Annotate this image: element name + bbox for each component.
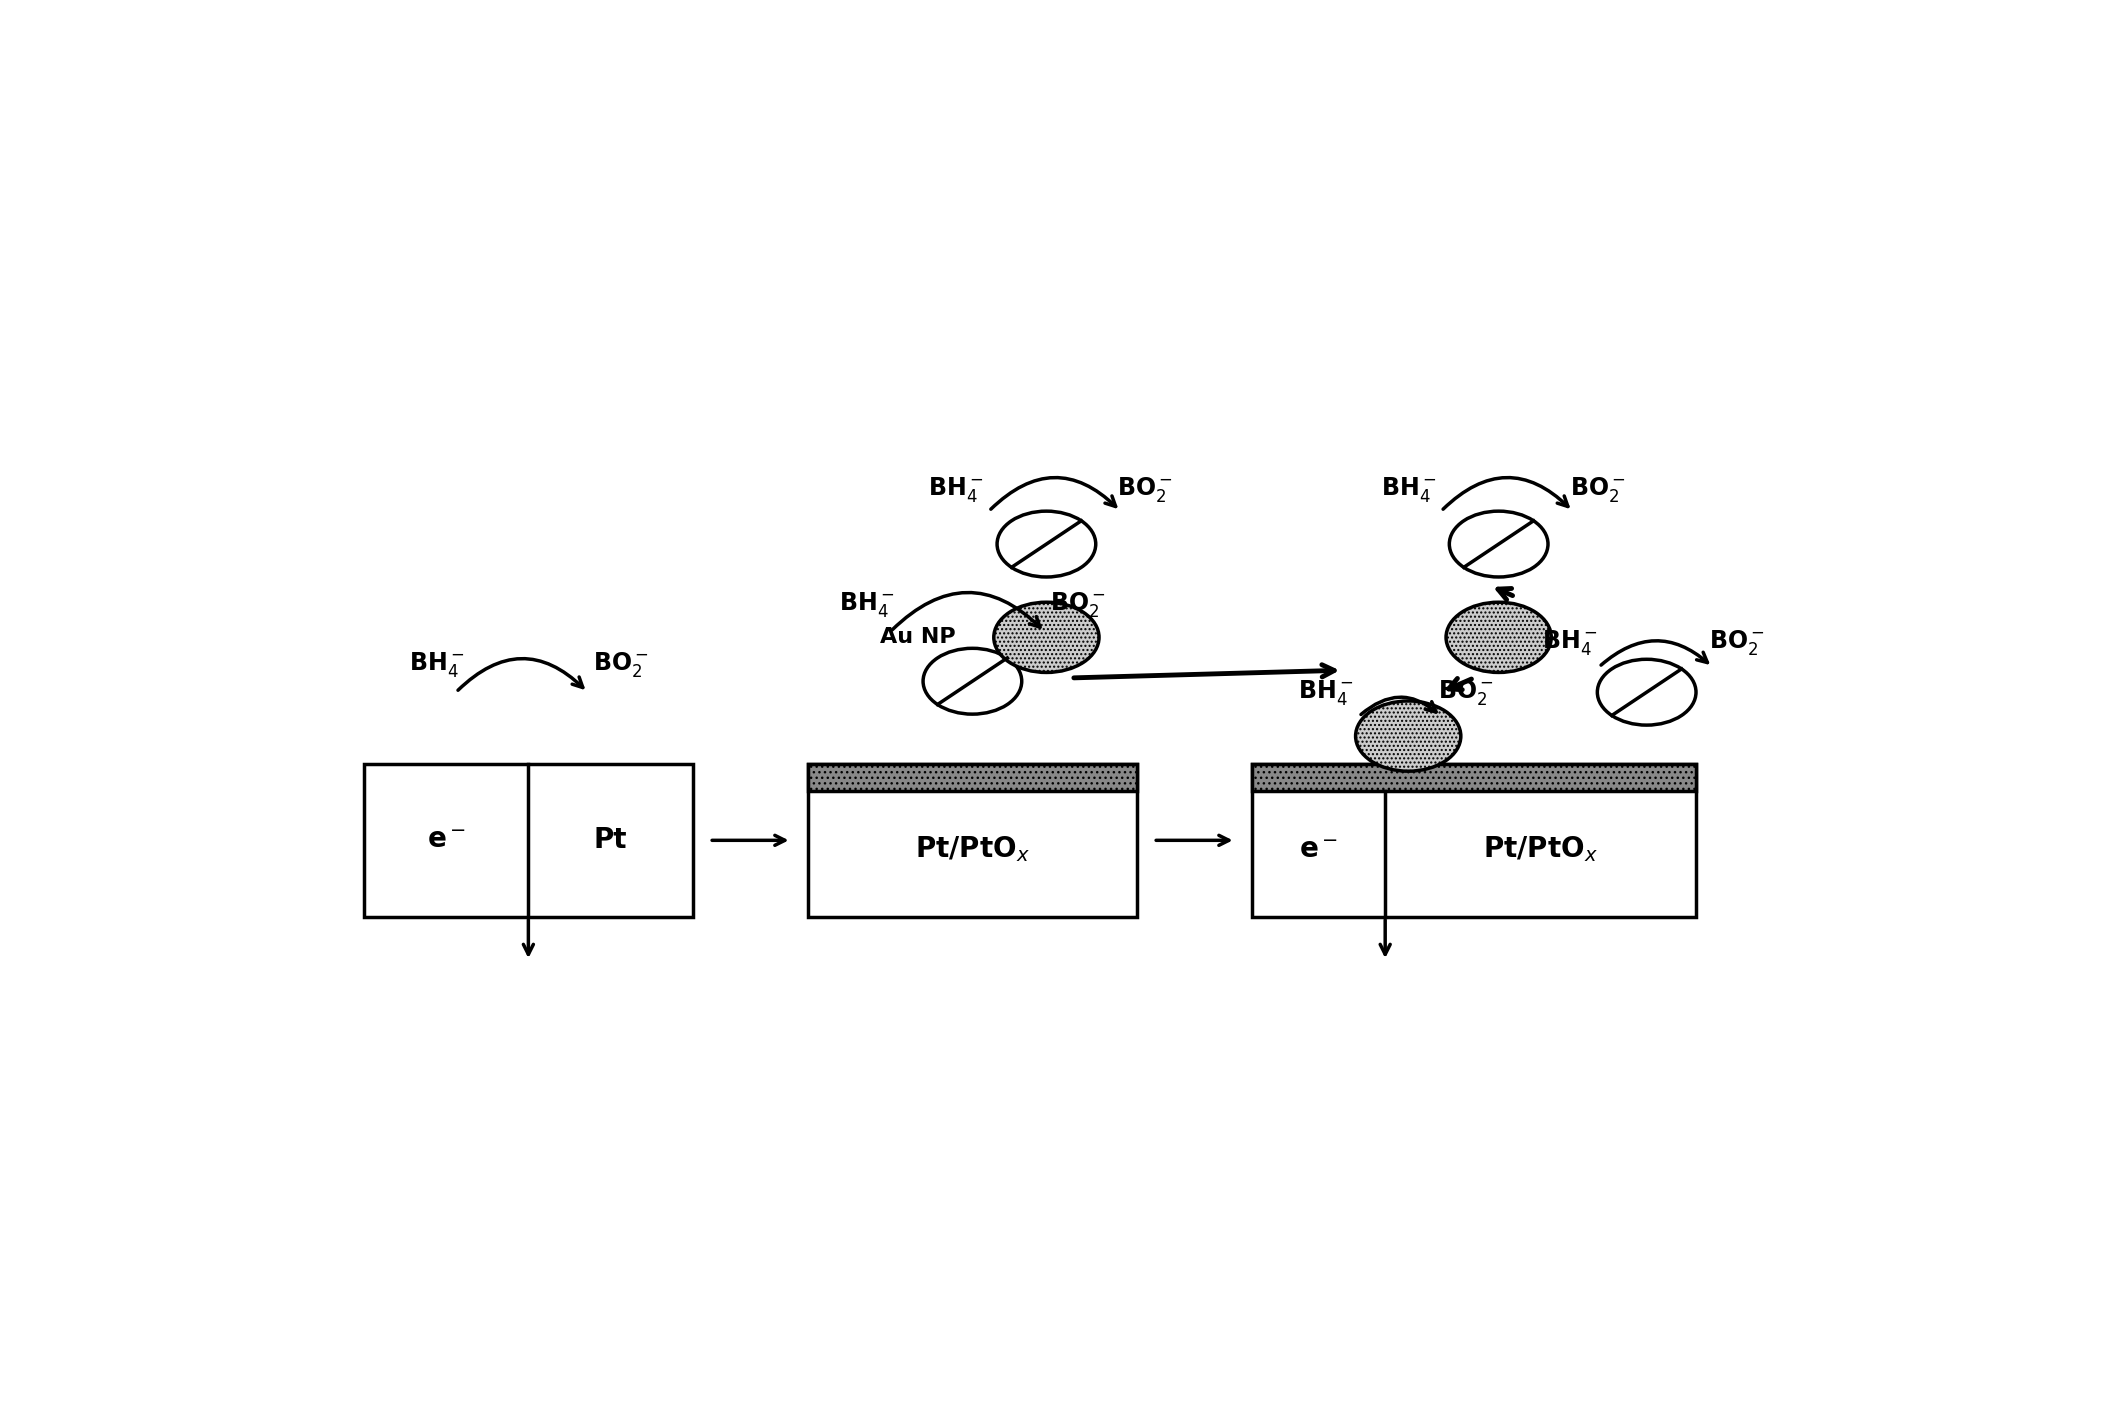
Circle shape bbox=[993, 603, 1099, 673]
Bar bbox=[1252, 764, 1695, 918]
Bar bbox=[1252, 764, 1695, 791]
Bar bbox=[808, 764, 1137, 918]
Text: Pt/PtO$_x$: Pt/PtO$_x$ bbox=[1483, 835, 1598, 865]
Text: BH$_4^-$: BH$_4^-$ bbox=[1543, 628, 1598, 657]
Circle shape bbox=[1445, 603, 1551, 673]
Circle shape bbox=[1449, 512, 1547, 577]
Text: BO$_2^-$: BO$_2^-$ bbox=[1710, 628, 1766, 657]
Bar bbox=[808, 764, 1137, 791]
Text: BO$_2^-$: BO$_2^-$ bbox=[1050, 590, 1106, 618]
Text: e$^-$: e$^-$ bbox=[427, 826, 465, 855]
FancyArrowPatch shape bbox=[1360, 697, 1437, 714]
Text: BH$_4^-$: BH$_4^-$ bbox=[927, 475, 985, 503]
FancyArrowPatch shape bbox=[1443, 477, 1568, 509]
FancyArrowPatch shape bbox=[891, 593, 1040, 630]
Text: BO$_2^-$: BO$_2^-$ bbox=[1570, 475, 1625, 503]
Text: BH$_4^-$: BH$_4^-$ bbox=[1299, 678, 1354, 707]
Text: BO$_2^-$: BO$_2^-$ bbox=[592, 650, 649, 680]
Text: Pt/PtO$_x$: Pt/PtO$_x$ bbox=[915, 835, 1029, 865]
Circle shape bbox=[1356, 701, 1460, 771]
Text: e$^-$: e$^-$ bbox=[1299, 835, 1339, 864]
Text: Pt: Pt bbox=[594, 826, 628, 855]
FancyArrowPatch shape bbox=[1602, 641, 1708, 665]
FancyArrowPatch shape bbox=[458, 658, 584, 690]
Text: BO$_2^-$: BO$_2^-$ bbox=[1439, 678, 1494, 707]
Circle shape bbox=[923, 648, 1023, 714]
Bar bbox=[365, 764, 692, 918]
Text: BH$_4^-$: BH$_4^-$ bbox=[410, 650, 465, 680]
Circle shape bbox=[997, 512, 1095, 577]
Text: BO$_2^-$: BO$_2^-$ bbox=[1118, 475, 1173, 503]
Text: BH$_4^-$: BH$_4^-$ bbox=[840, 590, 895, 618]
Text: BH$_4^-$: BH$_4^-$ bbox=[1381, 475, 1437, 503]
FancyArrowPatch shape bbox=[991, 477, 1116, 509]
Circle shape bbox=[1598, 660, 1695, 725]
Text: Au NP: Au NP bbox=[881, 627, 955, 647]
